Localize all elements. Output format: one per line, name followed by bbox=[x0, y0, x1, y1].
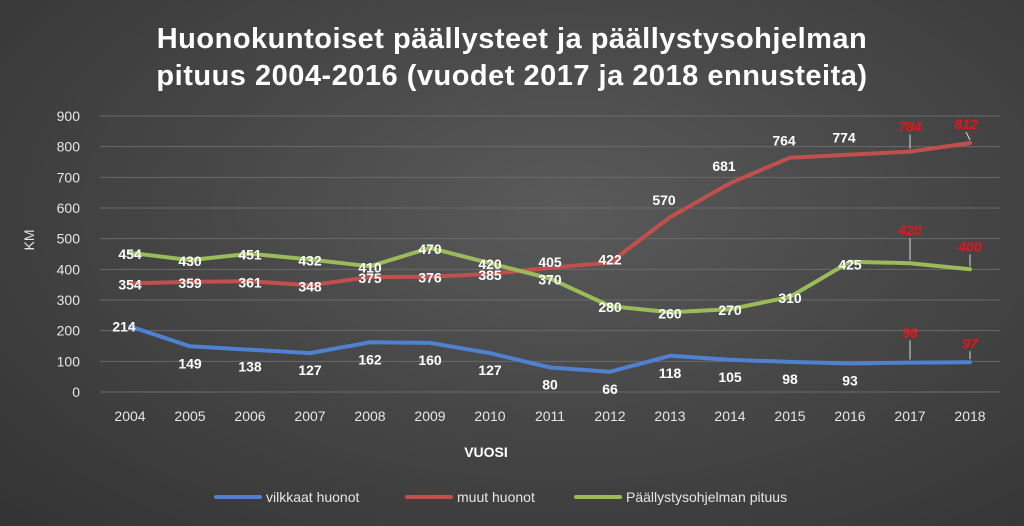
data-label-paallystysohjelman-pituus: 280 bbox=[598, 299, 622, 315]
x-tick-label: 2005 bbox=[174, 408, 205, 424]
data-label-paallystysohjelman-pituus: 370 bbox=[538, 272, 562, 288]
data-label-paallystysohjelman-pituus: 470 bbox=[418, 241, 442, 257]
data-label-muut-huonot: 376 bbox=[418, 270, 442, 286]
data-label-paallystysohjelman-pituus: 430 bbox=[178, 253, 202, 269]
data-label-muut-huonot: 359 bbox=[178, 275, 202, 291]
x-tick-label: 2014 bbox=[714, 408, 745, 424]
data-label-vilkkaat-huonot: 162 bbox=[358, 351, 382, 367]
data-label-paallystysohjelman-pituus: 454 bbox=[118, 246, 142, 262]
x-tick-label: 2015 bbox=[774, 408, 805, 424]
data-label-muut-huonot: 422 bbox=[598, 252, 622, 268]
x-tick-label: 2012 bbox=[594, 408, 625, 424]
data-label-vilkkaat-huonot: 149 bbox=[178, 355, 202, 371]
legend-label-paallystysohjelman-pituus: Päällystysohjelman pituus bbox=[626, 489, 787, 505]
data-label-vilkkaat-huonot: 118 bbox=[659, 365, 682, 381]
data-label-muut-huonot: 385 bbox=[478, 267, 502, 283]
data-label-paallystysohjelman-pituus: 400 bbox=[957, 238, 982, 254]
data-label-muut-huonot: 774 bbox=[832, 130, 856, 146]
data-label-paallystysohjelman-pituus: 420 bbox=[897, 222, 922, 238]
y-tick-label: 900 bbox=[57, 108, 81, 124]
x-tick-label: 2016 bbox=[834, 408, 865, 424]
data-label-muut-huonot: 812 bbox=[954, 116, 978, 132]
x-tick-label: 2010 bbox=[474, 408, 505, 424]
y-tick-label: 600 bbox=[57, 200, 81, 216]
data-label-vilkkaat-huonot: 160 bbox=[418, 352, 442, 368]
data-label-vilkkaat-huonot: 66 bbox=[602, 381, 618, 397]
y-axis-title: KM bbox=[21, 230, 37, 251]
legend-label-muut-huonot: muut huonot bbox=[457, 489, 535, 505]
y-tick-label: 700 bbox=[57, 169, 81, 185]
data-label-vilkkaat-huonot: 96 bbox=[902, 325, 918, 341]
data-label-muut-huonot: 784 bbox=[898, 119, 922, 135]
legend-label-vilkkaat-huonot: vilkkaat huonot bbox=[266, 489, 360, 505]
data-label-paallystysohjelman-pituus: 432 bbox=[298, 253, 322, 269]
data-label-muut-huonot: 354 bbox=[118, 276, 142, 292]
x-tick-label: 2008 bbox=[354, 408, 385, 424]
chart-title-line-2: pituus 2004-2016 (vuodet 2017 ja 2018 en… bbox=[156, 60, 867, 92]
data-label-paallystysohjelman-pituus: 260 bbox=[658, 305, 682, 321]
data-label-vilkkaat-huonot: 97 bbox=[962, 335, 979, 351]
y-tick-label: 0 bbox=[72, 384, 80, 400]
series-line-paallystysohjelman-pituus bbox=[128, 245, 972, 315]
data-label-vilkkaat-huonot: 80 bbox=[542, 376, 558, 392]
data-label-paallystysohjelman-pituus: 420 bbox=[478, 256, 502, 272]
label-leader-line bbox=[965, 131, 971, 141]
data-label-vilkkaat-huonot: 138 bbox=[238, 359, 262, 375]
data-label-muut-huonot: 405 bbox=[538, 254, 562, 270]
chart-title-line-1: Huonokuntoiset päällysteet ja päällystys… bbox=[157, 23, 868, 55]
data-label-vilkkaat-huonot: 214 bbox=[112, 318, 136, 334]
y-tick-label: 500 bbox=[57, 231, 81, 247]
y-tick-label: 800 bbox=[57, 139, 81, 155]
data-label-paallystysohjelman-pituus: 451 bbox=[238, 247, 262, 263]
y-tick-label: 200 bbox=[57, 323, 81, 339]
data-label-vilkkaat-huonot: 127 bbox=[298, 362, 322, 378]
x-tick-label: 2009 bbox=[414, 408, 445, 424]
x-tick-label: 2007 bbox=[294, 408, 325, 424]
x-axis-title: VUOSI bbox=[464, 444, 508, 460]
series-line-vilkkaat-huonot bbox=[128, 324, 972, 374]
data-label-muut-huonot: 570 bbox=[652, 192, 676, 208]
data-label-paallystysohjelman-pituus: 270 bbox=[718, 302, 742, 318]
y-tick-label: 400 bbox=[57, 261, 81, 277]
y-tick-label: 300 bbox=[57, 292, 81, 308]
data-label-vilkkaat-huonot: 105 bbox=[718, 369, 742, 385]
data-label-paallystysohjelman-pituus: 310 bbox=[778, 290, 802, 306]
y-tick-label: 100 bbox=[57, 353, 81, 369]
data-label-muut-huonot: 348 bbox=[298, 278, 322, 294]
series-line-muut-huonot bbox=[128, 141, 972, 288]
x-tick-label: 2018 bbox=[954, 408, 985, 424]
data-label-muut-huonot: 681 bbox=[712, 158, 736, 174]
data-label-vilkkaat-huonot: 127 bbox=[478, 362, 502, 378]
data-label-muut-huonot: 764 bbox=[772, 133, 796, 149]
x-tick-label: 2004 bbox=[114, 408, 145, 424]
x-tick-label: 2006 bbox=[234, 408, 265, 424]
data-label-vilkkaat-huonot: 93 bbox=[842, 372, 858, 388]
data-label-muut-huonot: 375 bbox=[358, 270, 382, 286]
data-label-paallystysohjelman-pituus: 410 bbox=[358, 259, 382, 275]
data-label-muut-huonot: 361 bbox=[238, 274, 262, 290]
data-label-vilkkaat-huonot: 98 bbox=[782, 371, 798, 387]
data-label-paallystysohjelman-pituus: 425 bbox=[838, 257, 862, 273]
x-tick-label: 2013 bbox=[654, 408, 685, 424]
x-tick-label: 2011 bbox=[535, 408, 565, 424]
x-tick-label: 2017 bbox=[894, 408, 925, 424]
